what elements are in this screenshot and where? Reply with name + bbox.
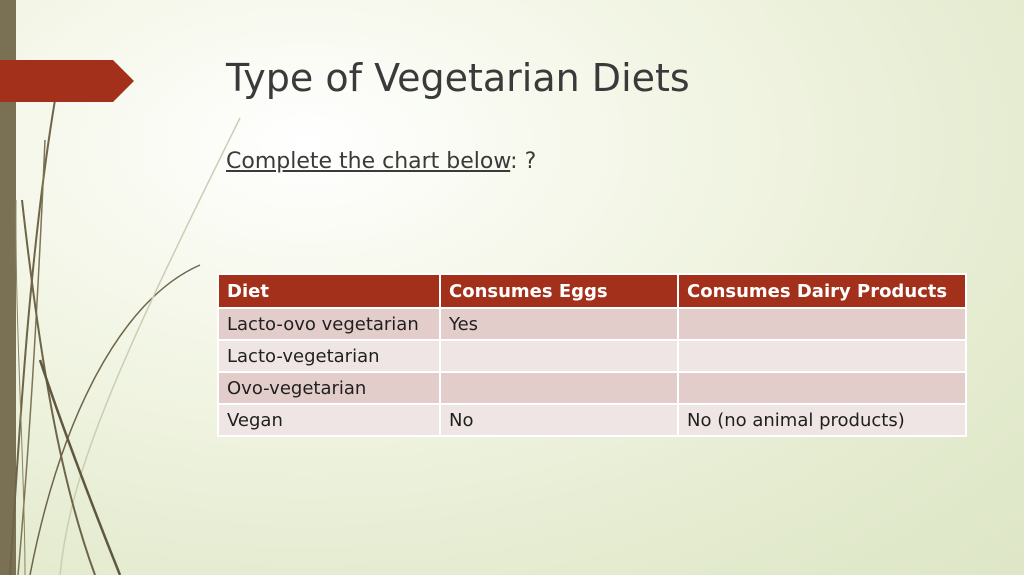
header-consumes-dairy: Consumes Dairy Products: [677, 273, 967, 309]
cell-dairy: [677, 307, 967, 341]
slide-subtitle: Complete the chart below: ?: [226, 149, 536, 174]
header-diet: Diet: [217, 273, 441, 309]
cell-dairy: No (no animal products): [677, 403, 967, 437]
table-row: Lacto-ovo vegetarian Yes: [217, 307, 967, 341]
diet-table: Diet Consumes Eggs Consumes Dairy Produc…: [217, 273, 967, 437]
header-consumes-eggs: Consumes Eggs: [439, 273, 679, 309]
table-row: Vegan No No (no animal products): [217, 403, 967, 437]
subtitle-suffix-text: : ?: [510, 149, 537, 174]
table-row: Lacto-vegetarian: [217, 339, 967, 373]
subtitle-underlined-text: Complete the chart below: [226, 149, 511, 174]
cell-dairy: [677, 339, 967, 373]
cell-diet: Lacto-ovo vegetarian: [217, 307, 441, 341]
cell-dairy: [677, 371, 967, 405]
grass-decoration: [9, 99, 241, 575]
left-sidebar-bar: [0, 0, 16, 575]
cell-eggs: No: [439, 403, 679, 437]
cell-eggs: [439, 339, 679, 373]
cell-eggs: Yes: [439, 307, 679, 341]
cell-diet: Lacto-vegetarian: [217, 339, 441, 373]
table-row: Ovo-vegetarian: [217, 371, 967, 405]
cell-eggs: [439, 371, 679, 405]
cell-diet: Vegan: [217, 403, 441, 437]
table-header-row: Diet Consumes Eggs Consumes Dairy Produc…: [217, 273, 967, 309]
title-accent-arrow: [0, 60, 134, 102]
slide-title: Type of Vegetarian Diets: [226, 56, 690, 100]
cell-diet: Ovo-vegetarian: [217, 371, 441, 405]
